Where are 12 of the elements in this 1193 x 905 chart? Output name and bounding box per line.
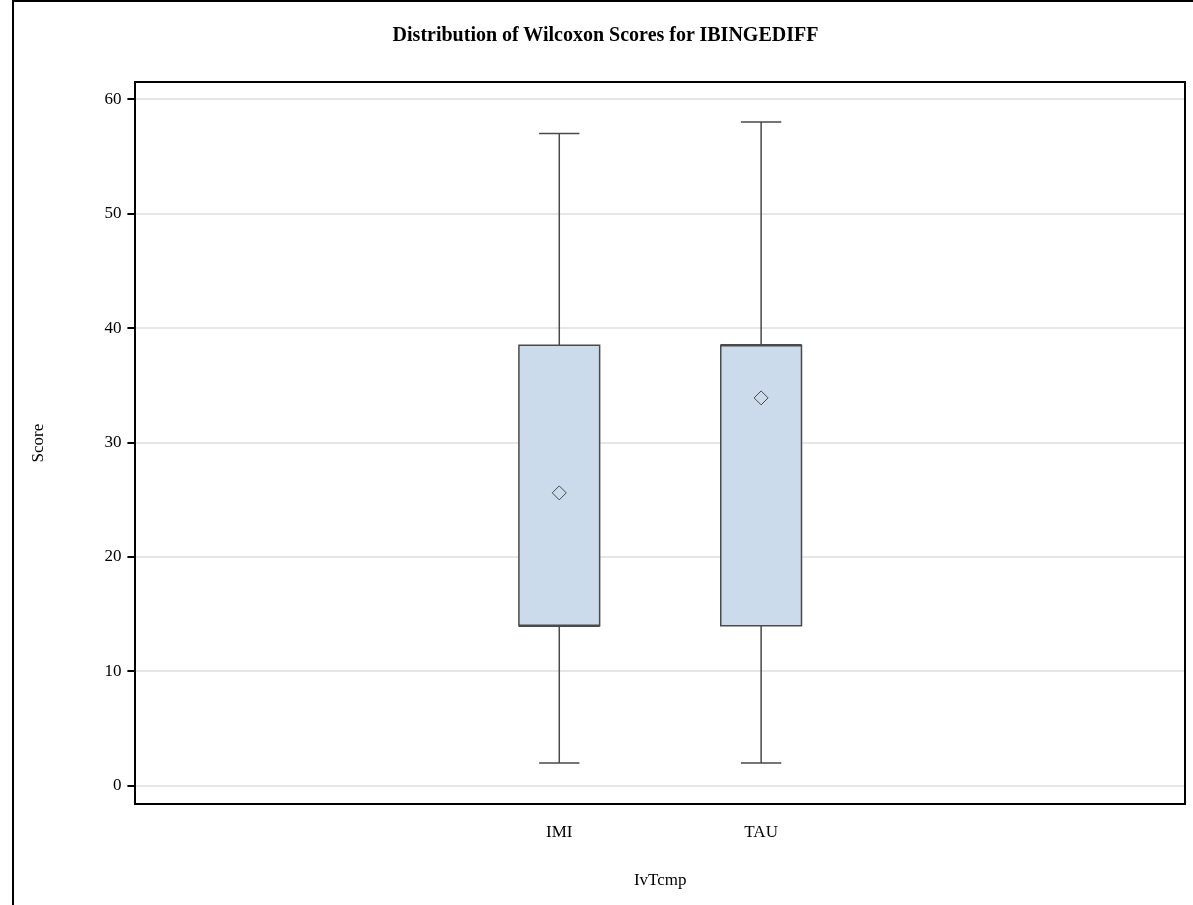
chart-title: Distribution of Wilcoxon Scores for IBINGEDIFF [392,23,819,46]
x-axis-title: IvTcmp [633,870,687,890]
x-tick-label: IMI [546,821,573,841]
y-tick-label: 0 [112,775,122,795]
y-tick-label: 30 [104,432,122,451]
y-axis-title: Score [27,423,47,463]
x-tick-label: TAU [744,821,778,841]
y-tick-label: 20 [104,546,122,566]
y-tick-label: 40 [104,317,122,337]
y-tick-label: 50 [104,203,122,223]
y-tick-label: 60 [104,88,122,108]
y-tick-label: 10 [104,660,122,680]
